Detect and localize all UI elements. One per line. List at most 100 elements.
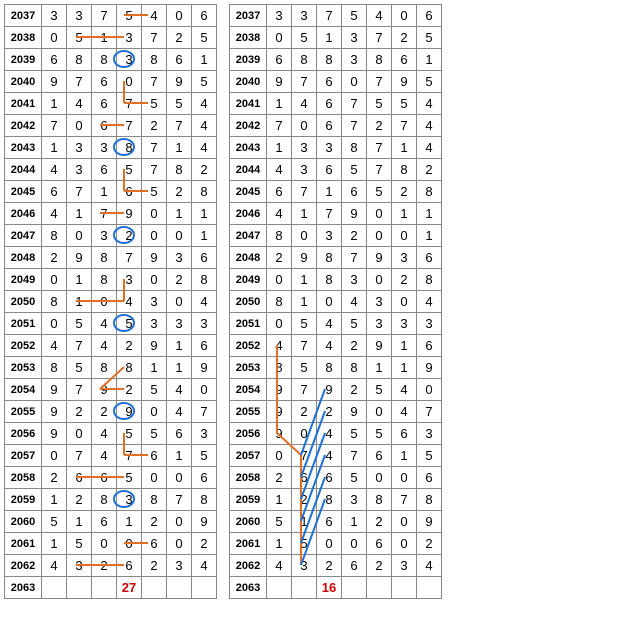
cell: 0 — [267, 27, 292, 49]
cell: 7 — [292, 379, 317, 401]
cell: 8 — [42, 225, 67, 247]
row-id: 2044 — [230, 159, 267, 181]
cell: 4 — [317, 313, 342, 335]
cell: 3 — [292, 159, 317, 181]
cell: 8 — [42, 357, 67, 379]
row-id: 2049 — [5, 269, 42, 291]
cell: 8 — [417, 489, 442, 511]
cell: 0 — [167, 467, 192, 489]
cell: 7 — [342, 93, 367, 115]
cell: 1 — [292, 511, 317, 533]
cell: 8 — [317, 357, 342, 379]
cell: 6 — [317, 71, 342, 93]
cell: 0 — [267, 269, 292, 291]
cell: 7 — [67, 71, 92, 93]
table-row: 20510545333 — [5, 313, 217, 335]
cell: 1 — [392, 357, 417, 379]
cell: 2 — [267, 467, 292, 489]
cell: 8 — [117, 357, 142, 379]
cell: 7 — [92, 203, 117, 225]
cell: 7 — [367, 27, 392, 49]
cell: 6 — [117, 555, 142, 577]
cell: 0 — [42, 445, 67, 467]
cell: 5 — [292, 27, 317, 49]
cell: 3 — [417, 423, 442, 445]
cell: 8 — [292, 49, 317, 71]
cell: 9 — [267, 401, 292, 423]
cell: 1 — [92, 27, 117, 49]
cell: 4 — [417, 115, 442, 137]
cell: 9 — [42, 401, 67, 423]
cell: 1 — [267, 489, 292, 511]
cell: 3 — [92, 137, 117, 159]
cell: 8 — [167, 159, 192, 181]
cell: 7 — [367, 71, 392, 93]
cell: 5 — [117, 467, 142, 489]
cell: 1 — [392, 137, 417, 159]
cell: 2 — [392, 269, 417, 291]
row-id: 2058 — [230, 467, 267, 489]
cell: 5 — [267, 511, 292, 533]
cell: 8 — [342, 137, 367, 159]
row-id: 2052 — [230, 335, 267, 357]
cell: 1 — [42, 93, 67, 115]
table-row: 20482987936 — [5, 247, 217, 269]
cell: 0 — [342, 533, 367, 555]
cell: 5 — [142, 93, 167, 115]
cell: 7 — [292, 181, 317, 203]
cell: 1 — [342, 511, 367, 533]
cell: 4 — [167, 401, 192, 423]
cell: 0 — [67, 423, 92, 445]
cell: 9 — [192, 511, 217, 533]
row-id: 2039 — [5, 49, 42, 71]
row-id: 2057 — [5, 445, 42, 467]
cell: 1 — [317, 181, 342, 203]
cell: 2 — [117, 225, 142, 247]
cell: 9 — [367, 247, 392, 269]
cell: 6 — [417, 247, 442, 269]
cell: 4 — [417, 137, 442, 159]
cell: 0 — [317, 533, 342, 555]
cell: 8 — [267, 291, 292, 313]
cell: 5 — [67, 313, 92, 335]
cell: 2 — [292, 489, 317, 511]
cell: 8 — [192, 181, 217, 203]
cell: 0 — [292, 423, 317, 445]
cell — [267, 577, 292, 599]
cell: 8 — [367, 49, 392, 71]
row-id: 2056 — [5, 423, 42, 445]
cell: 5 — [367, 379, 392, 401]
cell — [392, 577, 417, 599]
cell: 7 — [317, 5, 342, 27]
cell — [417, 577, 442, 599]
cell: 3 — [67, 159, 92, 181]
row-id: 2050 — [230, 291, 267, 313]
cell: 6 — [267, 49, 292, 71]
cell: 9 — [167, 71, 192, 93]
cell: 4 — [92, 445, 117, 467]
cell — [342, 577, 367, 599]
table-row: 20478032001 — [5, 225, 217, 247]
cell: 4 — [167, 379, 192, 401]
page-wrap: 2037337540620380513725203968838612040976… — [0, 0, 640, 603]
cell: 9 — [417, 511, 442, 533]
table-row: 20464179011 — [5, 203, 217, 225]
table-row: 20380513725 — [5, 27, 217, 49]
cell: 3 — [192, 313, 217, 335]
table-row: 20524742916 — [230, 335, 442, 357]
cell: 4 — [267, 203, 292, 225]
cell: 4 — [192, 291, 217, 313]
table-row: 20396883861 — [5, 49, 217, 71]
cell: 8 — [142, 49, 167, 71]
row-id: 2056 — [230, 423, 267, 445]
cell: 1 — [67, 269, 92, 291]
cell: 2 — [42, 467, 67, 489]
row-id: 2042 — [5, 115, 42, 137]
cell: 2 — [167, 181, 192, 203]
cell: 4 — [42, 203, 67, 225]
cell: 9 — [92, 379, 117, 401]
cell: 0 — [167, 291, 192, 313]
cell: 0 — [367, 225, 392, 247]
cell: 6 — [317, 511, 342, 533]
cell: 9 — [267, 423, 292, 445]
